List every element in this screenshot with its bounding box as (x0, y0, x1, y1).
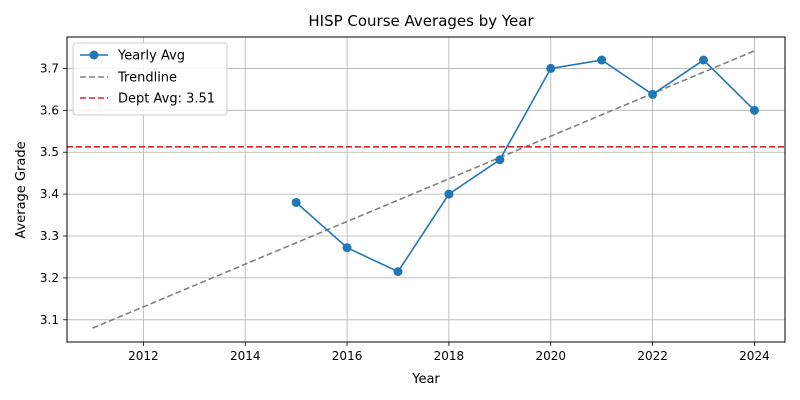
legend-label: Trendline (117, 71, 177, 86)
axis-ticks: 2012 2014 2016 2018 2020 2022 2024 3.1 3.2 3.3 3.4… (40, 61, 770, 363)
plot-frame (66, 36, 786, 343)
yearly-avg-point (393, 267, 403, 277)
trendline-line (92, 50, 755, 329)
x-tick-label: 2018 (434, 349, 465, 363)
y-tick-label: 3.7 (40, 61, 59, 75)
y-tick-label: 3.1 (40, 313, 59, 327)
yearly-avg-point (699, 55, 709, 65)
yearly-avg-point (597, 55, 607, 65)
y-tick-label: 3.6 (40, 103, 59, 117)
x-tick-label: 2024 (739, 349, 770, 363)
x-axis-label: Year (411, 372, 440, 387)
yearly-avg-line (295, 59, 756, 273)
y-tick-label: 3.4 (40, 187, 59, 201)
legend: Yearly Avg Trendline Dept Avg: 3.51 (72, 42, 228, 116)
x-tick-label: 2016 (332, 349, 363, 363)
grid (67, 37, 785, 342)
legend-label: Dept Avg: 3.51 (118, 92, 215, 107)
yearly-avg-point (546, 63, 556, 73)
legend-label: Yearly Avg (117, 49, 185, 64)
yearly-avg-point (444, 189, 454, 199)
yearly-avg-point (648, 89, 658, 99)
y-tick-label: 3.3 (40, 229, 59, 243)
x-tick-label: 2022 (637, 349, 668, 363)
x-tick-label: 2020 (535, 349, 566, 363)
x-tick-label: 2012 (128, 349, 159, 363)
legend-yearly-avg-marker (89, 50, 99, 60)
x-tick-label: 2014 (230, 349, 261, 363)
yearly-avg-point (749, 105, 759, 115)
yearly-avg-point (291, 197, 301, 207)
yearly-avg-point (342, 243, 352, 253)
y-tick-label: 3.5 (40, 145, 59, 159)
series-layer (67, 50, 785, 329)
chart-title: HISP Course Averages by Year (308, 12, 534, 30)
legend-box (72, 42, 228, 116)
y-axis-label: Average Grade (14, 141, 29, 238)
yearly-avg-point (495, 155, 505, 165)
y-tick-label: 3.2 (40, 271, 59, 285)
